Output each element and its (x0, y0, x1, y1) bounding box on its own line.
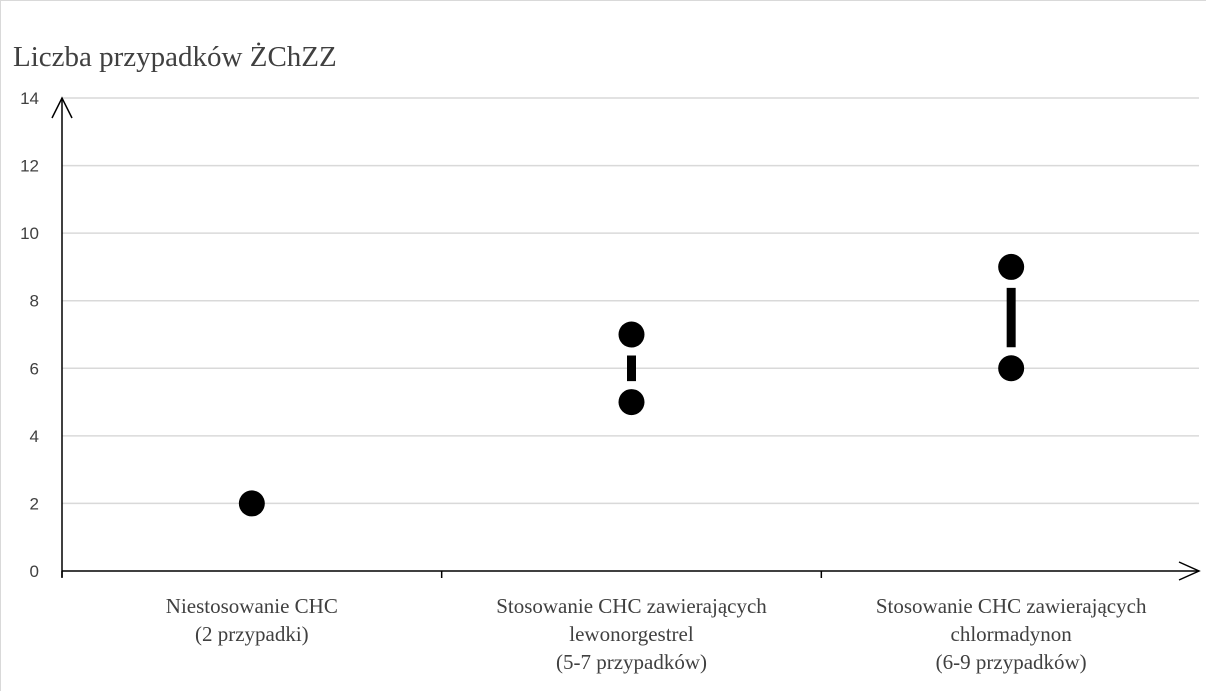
x-category-label: Stosowanie CHC zawierających lewonorgestr… (496, 594, 767, 674)
range-high-point (618, 321, 645, 348)
y-tick-label: 14 (20, 89, 39, 108)
y-tick-label: 0 (30, 562, 39, 581)
gridlines (62, 97, 1199, 505)
data-point (238, 490, 265, 517)
x-category-label: Niestosowanie CHC (2 przypadki) (166, 594, 338, 646)
y-tick-label: 6 (30, 359, 39, 378)
y-tick-label: 2 (30, 494, 39, 513)
x-category-labels: Niestosowanie CHC (2 przypadki) Stosowanie… (166, 594, 1147, 674)
y-tick-label: 10 (20, 224, 39, 243)
axes (51, 96, 1201, 581)
y-tick-label: 8 (30, 292, 39, 311)
range-low-point (618, 389, 645, 416)
y-tick-label: 4 (30, 427, 39, 446)
range-high-point (998, 253, 1025, 280)
y-axis-arrow (51, 96, 73, 119)
y-tick-labels: 0 2 4 6 8 10 12 14 (20, 89, 39, 581)
chart-title: Liczba przypadków ŻChZZ (13, 41, 337, 73)
x-category-label: Stosowanie CHC zawierających chlormadynon… (876, 594, 1147, 674)
range-low-point (998, 355, 1025, 382)
y-tick-label: 12 (20, 157, 39, 176)
range-marks (238, 253, 1025, 517)
x-axis-arrow (1178, 561, 1201, 581)
